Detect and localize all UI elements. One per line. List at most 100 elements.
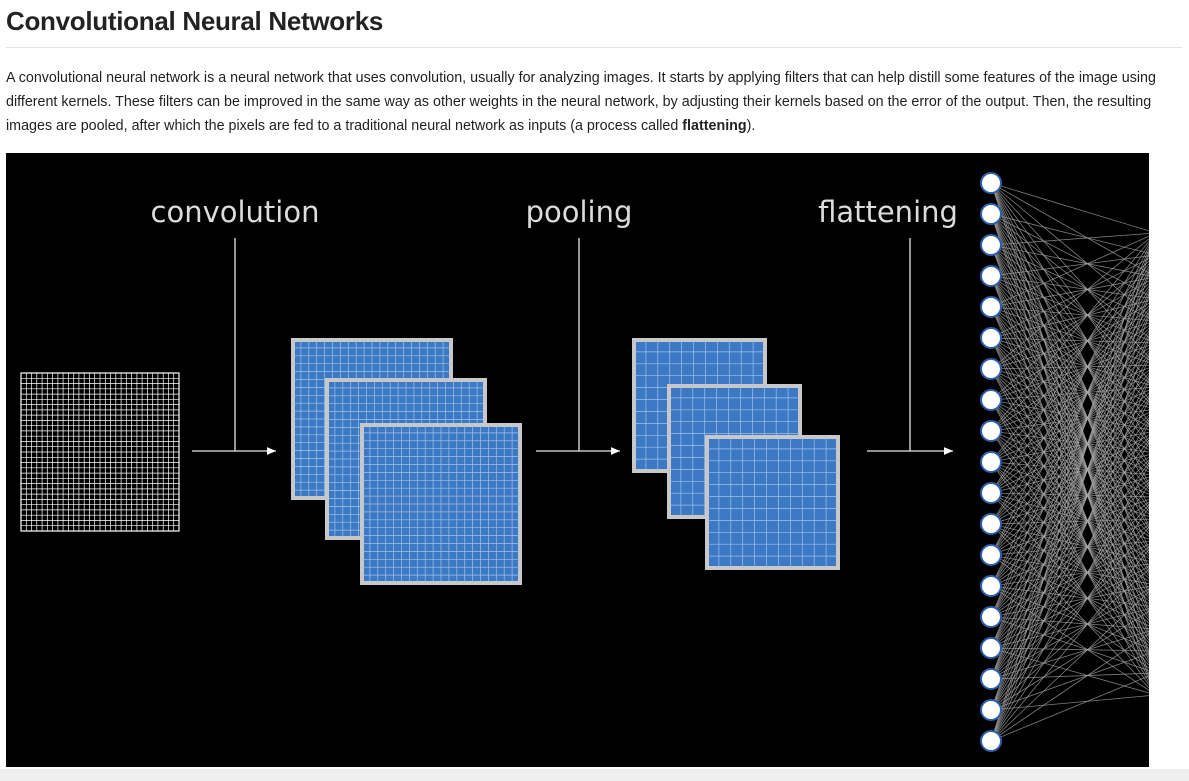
connection-line [990,245,1149,556]
input-node [980,420,1002,442]
flattening-label: flattening [818,195,958,229]
connection-line [990,244,1149,277]
connection-line [990,374,1149,618]
input-node [980,637,1002,659]
connection-line [990,337,1149,344]
connection-line [990,233,1149,246]
connection-line [990,337,1149,742]
conv-feature-map-3-grid [362,425,520,583]
input-node [980,699,1002,721]
connection-line [990,182,1149,358]
connection-line [990,327,1149,494]
input-node [980,668,1002,690]
connection-line [990,364,1149,370]
connection-line [990,379,1149,742]
input-node [980,358,1002,380]
network-connections [990,182,1149,742]
connection-line [990,285,1149,494]
connection-line [990,330,1149,556]
intro-text-end: ). [746,118,756,134]
connection-line [990,332,1149,618]
connection-line [990,290,1149,618]
connection-line [990,302,1149,401]
connection-line [990,238,1149,370]
connection-line [990,282,1149,432]
connection-line [990,288,1149,556]
input-node [980,513,1002,535]
connection-line [990,268,1149,587]
connection-line [990,293,1149,680]
connection-line [990,350,1149,525]
connection-line [990,305,1149,463]
pooled-feature-map-3 [705,435,840,570]
input-node [980,451,1002,473]
connection-line [990,263,1149,463]
connection-line [990,695,1149,711]
connection-line [990,357,1149,711]
connection-line [990,464,1149,742]
connection-line [990,422,1149,742]
connection-line [990,588,1149,680]
connection-line [990,352,1149,587]
connection-line [990,213,1149,254]
cnn-diagram: convolution pooling flattening [6,153,1149,767]
connection-line [990,630,1149,680]
input-node [980,575,1002,597]
pooled-feature-maps [632,338,840,570]
connection-line [990,240,1149,432]
input-image-cells [21,373,179,531]
input-node [980,482,1002,504]
input-node [980,265,1002,287]
connection-line [990,300,1149,339]
connection-line [990,270,1149,649]
connection-line [990,307,1149,525]
input-node [980,234,1002,256]
connection-line [990,275,1149,299]
connection-line [990,355,1149,649]
input-node [980,172,1002,194]
connection-line [990,273,1149,711]
cnn-diagram-svg: convolution pooling flattening [20,172,1149,752]
connection-line [990,335,1149,680]
input-node [980,203,1002,225]
connection-line [990,255,1149,277]
input-node [980,296,1002,318]
flattening-emphasis: flattening [682,118,747,134]
connection-line [990,347,1149,463]
connection-line [990,235,1149,308]
connection-line [990,548,1149,742]
connection-line [990,369,1149,494]
connection-line [990,591,1149,742]
connection-line [990,253,1149,742]
connection-line [990,250,1149,680]
connection-line [990,295,1149,742]
pooling-label: pooling [526,195,633,229]
input-node [980,327,1002,349]
connection-line [990,506,1149,742]
connection-line [990,322,1149,370]
connection-line [990,372,1149,556]
connection-line [990,182,1149,274]
page-bottom-edge [0,769,1189,781]
connection-line [990,260,1149,401]
input-node [980,730,1002,752]
connection-line [990,248,1149,618]
connection-line [990,675,1149,742]
connection-line [990,585,1149,618]
connection-line [990,315,1149,711]
connection-line [990,243,1149,494]
connection-line [990,377,1149,680]
connection-line [990,277,1149,308]
pooled-feature-map-3-grid [707,437,838,568]
intro-text: A convolutional neural network is a neur… [6,70,1156,134]
connection-line [990,265,1149,525]
connection-line [990,633,1149,742]
connection-line [990,258,1149,339]
connection-line [990,182,1149,232]
input-node [980,606,1002,628]
connection-line [990,344,1149,401]
input-node [980,389,1002,411]
flattened-input-nodes [980,172,1002,752]
input-image-grid [20,372,180,532]
connection-line [990,367,1149,432]
